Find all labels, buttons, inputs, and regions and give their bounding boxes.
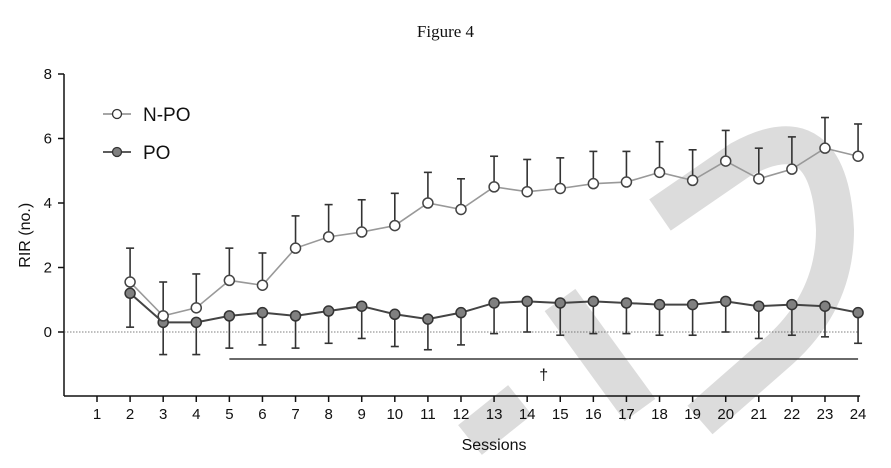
po-point: [488, 297, 500, 309]
npo-point: [223, 274, 236, 287]
npo-point: [256, 279, 269, 291]
po-point: [620, 297, 633, 309]
po-point: [256, 306, 269, 319]
po-point: [289, 310, 302, 322]
x-tick-label: 1: [93, 406, 101, 423]
legend-po-label: PO: [143, 143, 170, 164]
po-point: [190, 316, 203, 329]
legend-npo-label: N-PO: [143, 105, 191, 126]
npo-point: [521, 185, 533, 198]
npo-point: [620, 176, 633, 188]
y-axis-label: RIR (no.): [17, 203, 34, 268]
x-tick-label: 5: [225, 406, 233, 423]
po-point: [355, 300, 368, 312]
po-point: [422, 313, 434, 325]
po-point: [455, 306, 467, 319]
po-point: [819, 300, 831, 312]
y-tick-label: 4: [44, 195, 52, 212]
npo-point: [719, 155, 732, 167]
po-point: [389, 308, 401, 321]
po-point: [322, 305, 335, 317]
x-axis-label: Sessions: [462, 437, 527, 454]
po-point: [554, 297, 567, 309]
x-tick-label: 4: [192, 406, 200, 423]
x-tick-label: 13: [486, 406, 503, 423]
watermark-shape: [458, 385, 532, 455]
x-tick-label: 23: [817, 406, 834, 423]
po-point: [521, 295, 533, 308]
po-point: [852, 306, 864, 319]
po-point: [587, 295, 600, 308]
watermark-shape: [649, 126, 854, 435]
x-tick-label: 10: [386, 406, 403, 423]
npo-point: [554, 182, 567, 195]
chart-title: Figure 4: [416, 22, 475, 41]
npo-point: [190, 302, 203, 314]
x-tick-label: 15: [552, 406, 569, 423]
npo-point: [157, 310, 169, 322]
x-tick-label: 24: [850, 406, 867, 423]
x-tick-label: 16: [585, 406, 602, 423]
x-tick-label: 2: [126, 406, 134, 423]
x-tick-label: 6: [258, 406, 266, 423]
npo-point: [686, 174, 699, 187]
legend-npo-marker: [111, 108, 123, 120]
npo-point: [389, 219, 401, 232]
x-tick-label: 11: [420, 406, 436, 423]
npo-point: [852, 150, 864, 162]
x-tick-label: 17: [618, 406, 635, 423]
npo-point: [587, 177, 600, 190]
po-point: [786, 298, 798, 311]
npo-point: [455, 203, 467, 216]
x-tick-label: 12: [453, 406, 470, 423]
x-tick-label: 19: [684, 406, 701, 423]
x-tick-label: 14: [519, 406, 536, 423]
po-point: [719, 295, 732, 308]
watermark-shape: [544, 288, 656, 422]
po-point: [223, 310, 236, 322]
y-tick-label: 0: [44, 324, 52, 341]
y-tick-label: 8: [44, 66, 52, 83]
npo-point: [355, 226, 368, 238]
npo-point: [653, 166, 666, 179]
x-tick-label: 21: [750, 406, 767, 423]
po-point: [653, 298, 666, 311]
po-point: [686, 298, 699, 311]
npo-point: [488, 181, 500, 193]
npo-point: [322, 231, 335, 243]
x-tick-label: 7: [291, 406, 299, 423]
npo-point: [289, 242, 302, 254]
po-point: [124, 287, 136, 300]
legend-po-marker: [111, 146, 123, 158]
x-tick-label: 20: [717, 406, 734, 423]
x-tick-label: 18: [651, 406, 668, 423]
npo-point: [422, 197, 434, 209]
x-tick-label: 22: [784, 406, 801, 423]
npo-point: [124, 276, 136, 288]
significance-marker: †: [539, 367, 548, 384]
npo-point: [753, 173, 765, 185]
x-tick-label: 8: [324, 406, 332, 423]
npo-point: [819, 142, 831, 154]
x-tick-label: 3: [159, 406, 167, 423]
x-tick-label: 9: [358, 406, 366, 423]
po-point: [753, 300, 765, 312]
y-tick-label: 2: [44, 260, 52, 277]
y-tick-label: 6: [44, 131, 52, 148]
npo-point: [786, 163, 798, 175]
